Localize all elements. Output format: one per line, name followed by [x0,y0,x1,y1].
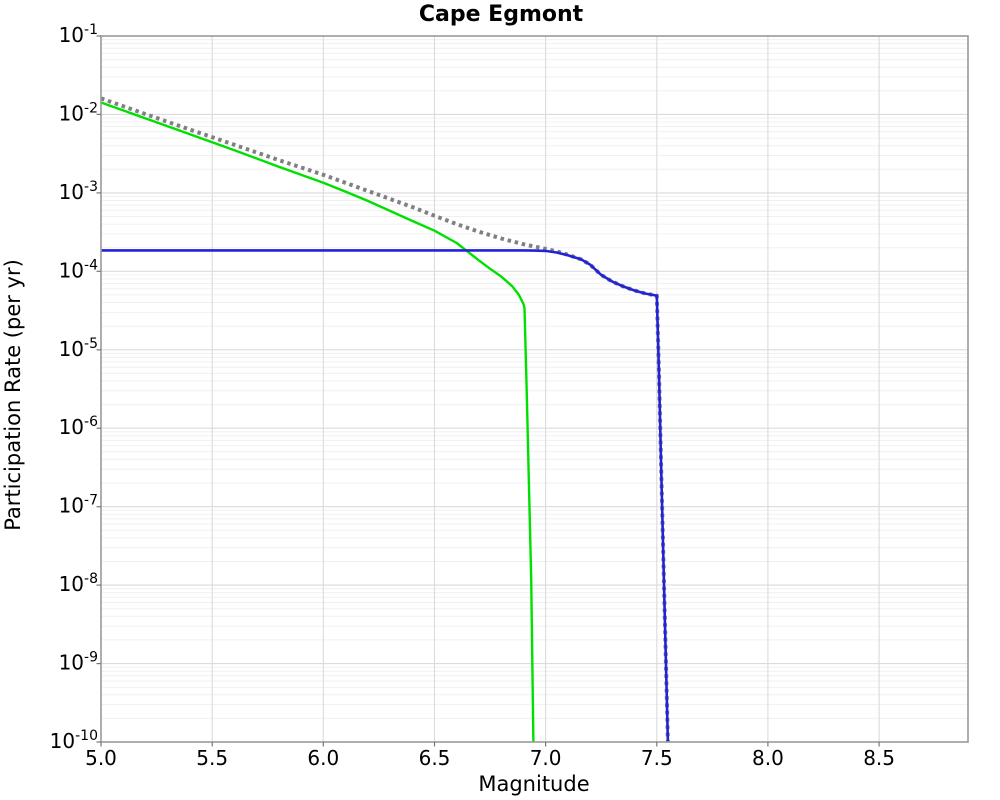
y-tick-label: 10-6 [59,414,99,439]
y-axis-label: Participation Rate (per yr) [1,259,25,531]
grid-layer [101,36,968,742]
y-tick-label: 10-2 [59,100,98,125]
y-tick-label: 10-8 [59,571,98,596]
series-gutenberg-richter-branch [100,101,535,743]
x-tick-label: 8.5 [863,746,895,770]
x-tick-label: 5.5 [196,746,228,770]
axis-layer: 5.0 5.5 6.0 6.5 7.0 7.5 8.0 8.5 10-1 10-2 10-3 10-4… [50,22,969,770]
y-tick-label: 10-4 [59,257,99,282]
y-tick-label: 10-9 [59,650,98,675]
plot-border [100,35,969,743]
chart-title: Cape Egmont [419,2,584,27]
y-tick-label: 10-5 [59,336,98,361]
series-layer [100,96,670,743]
series-characteristic-branch [101,249,670,743]
x-tick-label: 6.0 [307,746,339,770]
x-tick-label: 8.0 [752,746,784,770]
x-tick-label: 6.5 [419,746,451,770]
series-total-rate-dotted [100,96,670,743]
x-tick-label: 5.0 [85,746,117,770]
y-tick-label: 10-1 [59,22,98,47]
x-tick-label: 7.0 [530,746,562,770]
y-tick-label: 10-7 [59,493,98,518]
y-tick-label: 10-3 [59,179,98,204]
x-tick-label: 7.5 [641,746,673,770]
y-tick-label: 10-10 [50,728,98,753]
x-axis-label: Magnitude [478,772,589,796]
